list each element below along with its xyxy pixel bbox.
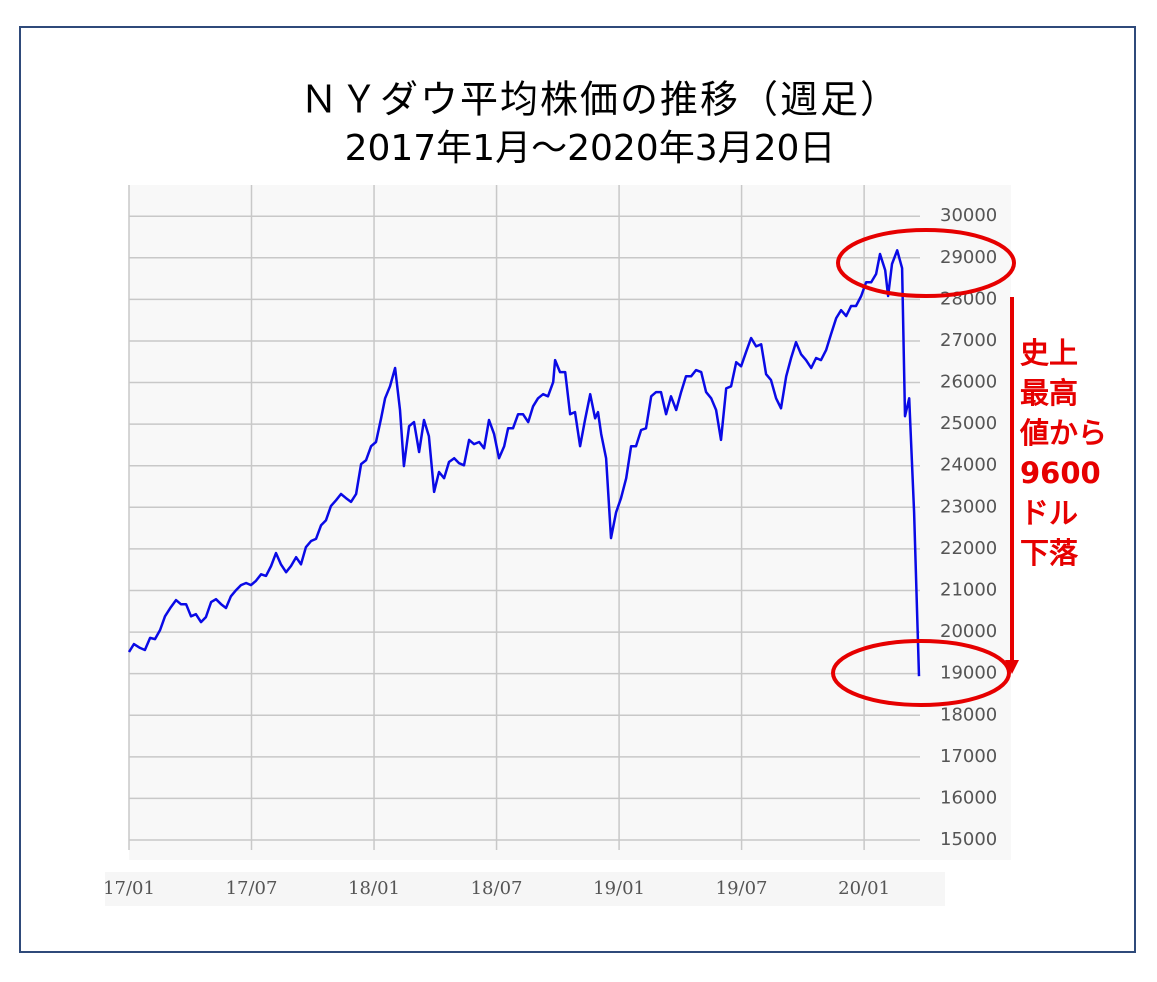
- y-tick-label: 15000: [940, 829, 997, 850]
- arrow-head: [1005, 660, 1019, 674]
- highlight-ellipse: [836, 228, 1016, 298]
- chart-subtitle: 2017年1月～2020年3月20日: [345, 128, 836, 169]
- x-tick-label: 17/01: [103, 878, 155, 899]
- x-tick-label: 18/07: [471, 878, 523, 899]
- plot-background: [129, 185, 1011, 860]
- y-tick-label: 19000: [940, 663, 997, 684]
- highlight-ellipse: [831, 639, 1011, 707]
- x-tick-label: 18/01: [348, 878, 400, 899]
- y-tick-label: 20000: [940, 621, 997, 642]
- x-axis-band: [105, 872, 945, 906]
- annotation-text: 下落: [1020, 536, 1079, 570]
- y-tick-label: 24000: [940, 455, 997, 476]
- y-tick-label: 18000: [940, 704, 997, 725]
- y-tick-label: 26000: [940, 372, 997, 393]
- x-tick-label: 20/01: [838, 878, 890, 899]
- annotation-text: ドル: [1020, 496, 1078, 530]
- y-tick-label: 22000: [940, 538, 997, 559]
- y-tick-label: 17000: [940, 746, 997, 767]
- chart-title: ＮＹダウ平均株価の推移（週足）: [300, 78, 900, 122]
- annotation-text: 値から: [1019, 416, 1107, 450]
- annotation-text: 9600: [1020, 456, 1101, 490]
- x-tick-label: 19/07: [716, 878, 768, 899]
- x-tick-label: 17/07: [226, 878, 278, 899]
- y-tick-label: 25000: [940, 413, 997, 434]
- line: [127, 249, 921, 677]
- y-tick-label: 29000: [940, 247, 997, 268]
- annotation-text: 史上: [1020, 336, 1078, 370]
- y-tick-label: 30000: [940, 205, 997, 226]
- y-tick-label: 27000: [940, 330, 997, 351]
- y-tick-label: 23000: [940, 496, 997, 517]
- y-tick-label: 16000: [940, 787, 997, 808]
- annotation-text: 最高: [1020, 376, 1078, 410]
- y-tick-label: 21000: [940, 579, 997, 600]
- x-tick-label: 19/01: [593, 878, 645, 899]
